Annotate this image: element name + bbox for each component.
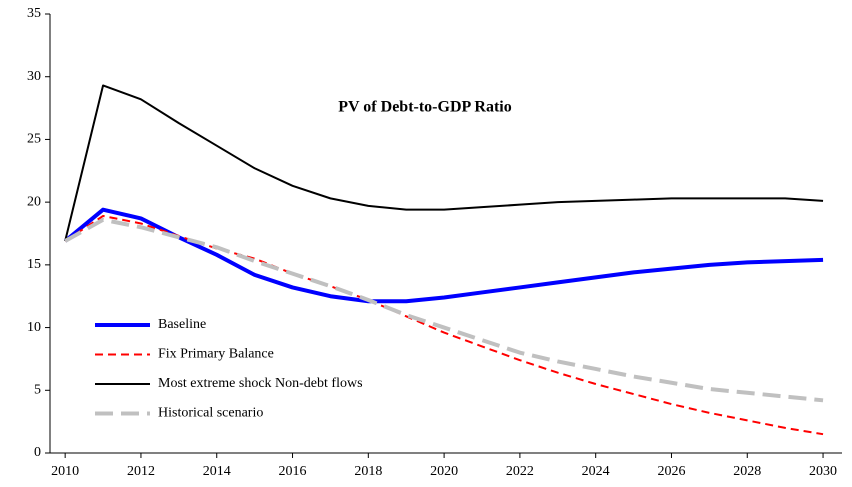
legend-label: Fix Primary Balance [158,347,274,362]
y-tick-label: 25 [27,132,41,147]
y-tick-label: 15 [27,257,41,272]
x-tick-label: 2022 [506,464,534,479]
series-line [64,84,824,242]
x-tick-label: 2012 [127,464,155,479]
y-tick-label: 10 [27,320,41,335]
chart-title: PV of Debt-to-GDP Ratio [338,99,511,116]
y-tick-label: 30 [27,69,41,84]
y-tick-label: 5 [34,383,41,398]
x-tick-label: 2028 [733,464,761,479]
legend-label: Historical scenario [158,406,263,421]
legend-label: Most extreme shock Non-debt flows [158,376,363,391]
x-tick-label: 2020 [430,464,458,479]
x-tick-label: 2026 [657,464,685,479]
y-tick-label: 35 [27,6,41,21]
series-line [64,217,824,403]
series-line [63,207,824,304]
y-tick-label: 0 [34,445,41,460]
x-tick-label: 2016 [279,464,307,479]
x-tick-label: 2014 [203,464,231,479]
x-tick-label: 2024 [582,464,610,479]
legend-label: Baseline [158,317,206,332]
x-tick-label: 2010 [51,464,79,479]
x-tick-label: 2018 [354,464,382,479]
x-tick-label: 2030 [809,464,837,479]
y-tick-label: 20 [27,194,41,209]
